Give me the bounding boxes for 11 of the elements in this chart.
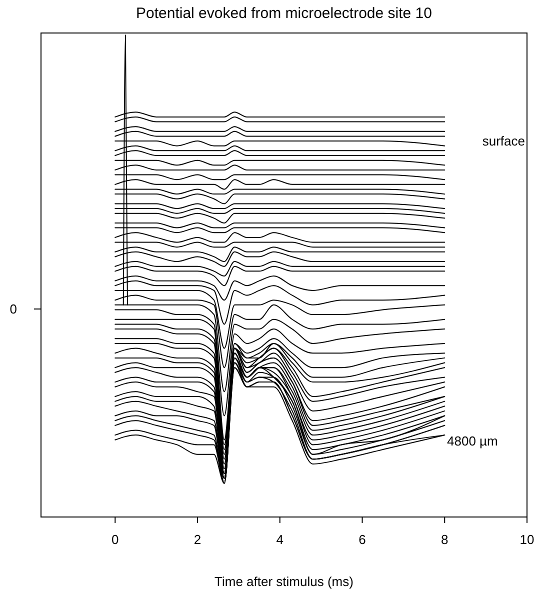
text: 0: [10, 302, 17, 317]
chart-title: Potential evoked from microelectrode site 10: [136, 5, 432, 22]
x-tick-label: 10: [520, 532, 534, 548]
x-tick-label: 8: [441, 532, 448, 548]
annotation: surface: [482, 134, 525, 149]
x-tick-label: 6: [358, 532, 366, 548]
x-tick-label: 2: [194, 532, 202, 548]
x-tick-label: 0: [112, 532, 119, 548]
x-axis-title: Time after stimulus (ms): [214, 574, 354, 589]
x-tick-label: 4: [276, 532, 284, 548]
annotation: 4800 µm: [447, 434, 498, 449]
